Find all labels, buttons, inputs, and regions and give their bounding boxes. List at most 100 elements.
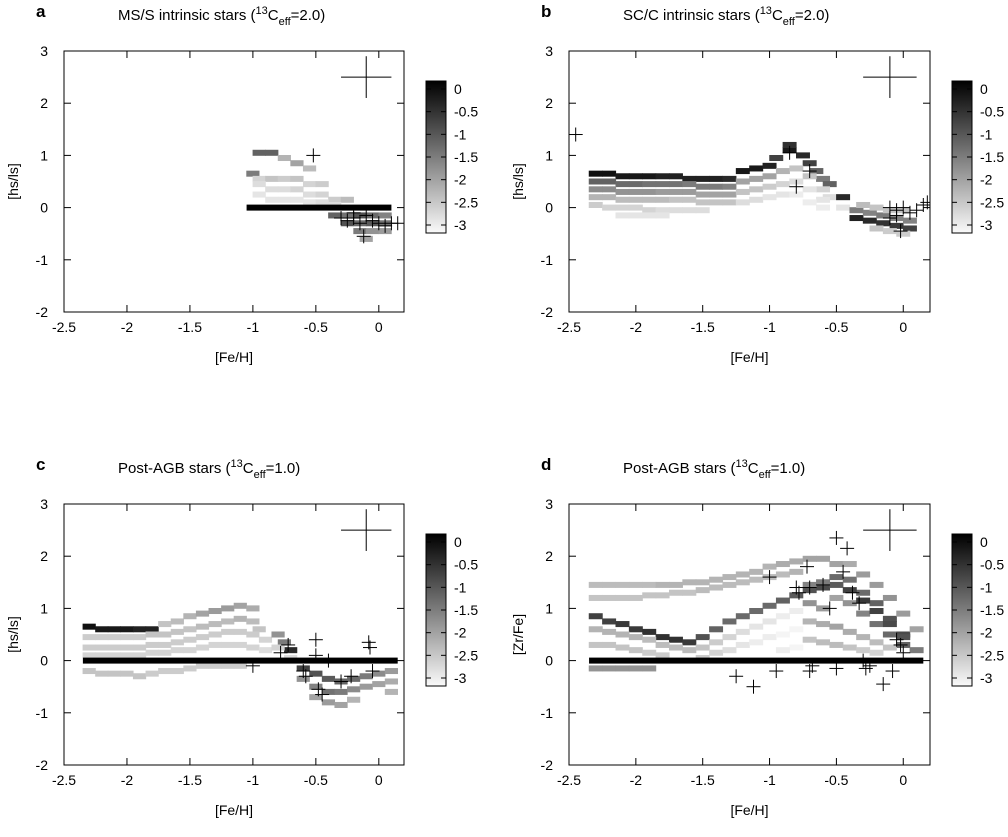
heatmap-cell	[588, 186, 603, 193]
heatmap-cell	[615, 644, 630, 651]
y-tick-label: -1	[541, 705, 554, 721]
heatmap-cell	[735, 178, 750, 185]
heatmap-cell	[816, 639, 831, 646]
heatmap-cell	[789, 568, 804, 575]
heatmap-cell	[869, 600, 884, 607]
heatmap-cell	[896, 610, 911, 617]
y-tick-label: 1	[545, 147, 553, 163]
heatmap-cell	[802, 199, 817, 206]
heatmap-cell	[170, 668, 184, 675]
heatmap-cell	[246, 644, 260, 651]
heatmap-cell	[749, 165, 764, 172]
heatmap-cell	[775, 181, 790, 188]
heatmap-cell	[602, 178, 617, 185]
y-tick-label: -2	[36, 757, 49, 773]
heatmap-cell	[183, 665, 197, 672]
heatmap-cell	[829, 641, 844, 648]
heatmap-cell	[107, 644, 121, 651]
heatmap-cell	[615, 212, 630, 219]
heatmap-cell	[882, 615, 897, 622]
heatmap-cell	[107, 626, 121, 633]
heatmap-cell	[334, 701, 348, 708]
heatmap-cell	[802, 600, 817, 607]
heatmap-cell	[628, 626, 643, 633]
heatmap-cell	[836, 204, 851, 211]
heatmap-cell	[271, 631, 285, 638]
colorbar-tick-label: -2	[980, 625, 993, 641]
heatmap-cell	[735, 168, 750, 175]
x-tick-label: -1	[763, 319, 776, 335]
heatmap-cell	[655, 581, 670, 588]
y-tick-label: 2	[40, 548, 48, 564]
heatmap-cell	[208, 662, 222, 669]
x-tick-label: -0.5	[824, 319, 848, 335]
heatmap-cell	[749, 568, 764, 575]
heatmap-cell	[145, 670, 159, 677]
heatmap-cell	[95, 652, 109, 659]
heatmap-cell	[789, 626, 804, 633]
title-part: =2.0)	[795, 7, 830, 24]
heatmap-cell	[302, 191, 317, 198]
colorbar-tick-label: -3	[980, 217, 993, 233]
heatmap-cell	[588, 626, 603, 633]
x-tick-label: -1	[763, 772, 776, 788]
heatmap-cell	[615, 188, 630, 195]
colorbar-tick-label: -2.5	[454, 647, 478, 663]
title-part: SC/C intrinsic stars (	[623, 7, 760, 24]
heatmap-cell	[302, 199, 317, 206]
heatmap-cell	[842, 600, 857, 607]
heatmap-cell	[321, 675, 336, 682]
heatmap-cell	[145, 631, 159, 638]
heatmap-cell	[208, 641, 222, 648]
heatmap-cell	[682, 175, 697, 182]
heatmap-cell	[347, 686, 361, 693]
heatmap-cell	[682, 647, 697, 654]
heatmap-cell	[252, 626, 266, 633]
heatmap-cell	[856, 634, 871, 641]
colorbar-tick-label: -1	[454, 126, 467, 142]
title-part: Post-AGB stars (	[118, 460, 231, 477]
heatmap-cell	[642, 188, 657, 195]
heatmap-cell	[588, 581, 603, 588]
plot-area	[588, 530, 924, 694]
y-tick-label: 2	[545, 95, 553, 111]
x-tick-label: -0.5	[824, 772, 848, 788]
heatmap-cell	[829, 594, 844, 601]
colorbar-tick-label: -1	[980, 579, 993, 595]
heatmap-cell	[309, 694, 323, 701]
heatmap-cell	[615, 621, 630, 628]
panel-letter: c	[36, 455, 45, 474]
heatmap-cell	[668, 207, 683, 214]
heatmap-cell	[856, 589, 871, 596]
heatmap-cell	[882, 621, 897, 628]
colorbar-tick-label: -2	[454, 625, 467, 641]
heatmap-cell	[365, 228, 380, 235]
heatmap-cell	[95, 644, 109, 651]
heatmap-cell	[602, 641, 617, 648]
heatmap-cell	[709, 649, 724, 656]
heatmap-cell	[695, 183, 710, 190]
heatmap-cell	[655, 181, 670, 188]
title-part: C	[772, 7, 783, 24]
heatmap-cell	[628, 212, 643, 219]
heatmap-cell	[615, 594, 630, 601]
heatmap-cell	[158, 649, 172, 656]
panel-title: MS/S intrinsic stars (13Ceff=2.0)	[118, 5, 325, 28]
heatmap-cell	[642, 207, 657, 214]
heatmap-cell	[602, 186, 617, 193]
heatmap-cell	[695, 579, 710, 586]
heatmap-cell	[170, 639, 184, 646]
heatmap-cell	[95, 626, 109, 633]
panel-letter: d	[541, 455, 551, 474]
heatmap-cell	[876, 220, 891, 227]
heatmap-cell	[642, 649, 657, 656]
plot-frame	[568, 503, 931, 766]
heatmap-cell	[668, 581, 683, 588]
heatmap-cell	[277, 186, 291, 193]
heatmap-cell	[882, 228, 897, 235]
x-tick-label: -2	[121, 319, 134, 335]
heatmap-cell	[290, 196, 304, 203]
heatmap-cell	[682, 579, 697, 586]
heatmap-cell	[722, 183, 737, 190]
y-tick-label: 3	[545, 496, 553, 512]
